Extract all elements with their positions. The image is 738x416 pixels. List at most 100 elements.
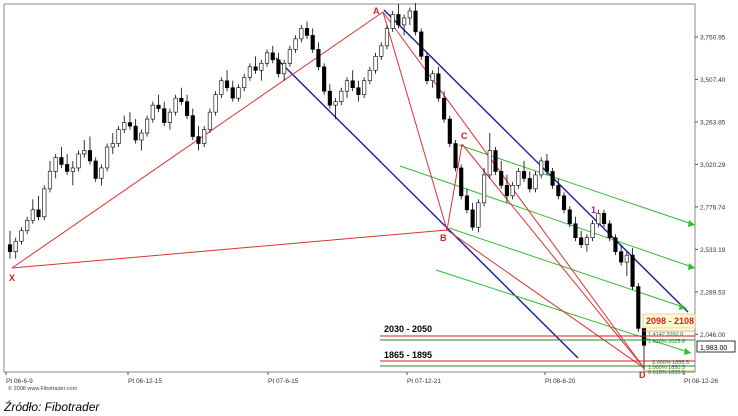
candle-body (464, 195, 470, 211)
candle (344, 77, 350, 99)
candle-body (333, 101, 338, 106)
candle (442, 91, 447, 123)
candle-body (299, 28, 304, 40)
candle-body (167, 111, 172, 123)
candle-body (636, 286, 641, 329)
candle-body (539, 160, 544, 176)
candle-body (202, 129, 207, 144)
candle (270, 45, 275, 64)
last-price-tag: 1,983.00 (696, 340, 736, 353)
candle (87, 136, 93, 165)
candle-body (356, 87, 361, 95)
candle-body (459, 167, 464, 197)
candle-body (282, 62, 287, 75)
candle (356, 80, 361, 102)
candle-body (601, 212, 607, 225)
candle (322, 63, 327, 95)
candle-body (339, 90, 344, 102)
pattern-bd (446, 229, 645, 369)
candle-body (293, 38, 298, 50)
candle-body (367, 69, 372, 82)
candle (70, 160, 75, 186)
candle (544, 153, 549, 175)
candle-body (184, 101, 190, 116)
candle (162, 101, 167, 127)
y-tick-label: 2,046.00 (700, 332, 726, 339)
candle-body (430, 73, 435, 82)
candle-body (224, 80, 230, 89)
candle (624, 251, 629, 277)
pattern-ab (382, 11, 448, 231)
candle (504, 174, 509, 203)
fib-small-label: 1.000% 1850.5 (648, 365, 685, 371)
point-label-b: B (440, 233, 447, 243)
candle (99, 164, 104, 186)
candle (316, 42, 321, 71)
candle-body (436, 73, 441, 99)
candle (453, 140, 458, 172)
last-price-box (696, 340, 736, 353)
candle-body (122, 122, 127, 130)
y-axis-ticks: 2,046.00 2,289.53 2,533.19 2,776.74 3,020.29… (695, 34, 726, 339)
candle (527, 171, 532, 193)
candle (36, 195, 41, 221)
last-price-label: 1,983.00 (700, 345, 727, 352)
candle-body (133, 125, 138, 141)
candle (373, 52, 378, 74)
candle-body (419, 31, 424, 57)
candle-body (87, 150, 93, 162)
candle-body (110, 143, 115, 148)
candle (93, 157, 98, 182)
candle (350, 70, 355, 92)
candle-body (253, 66, 258, 71)
candle (259, 59, 264, 81)
candle (407, 7, 412, 25)
candle (53, 153, 58, 179)
candle-body (59, 157, 64, 165)
zone-label-2098-2108: 2098 - 2108 (646, 316, 694, 326)
candle (230, 80, 235, 102)
x-tick-label: Pt 07-6-15 (268, 378, 299, 385)
x-axis-ticks: Pt 06-6-9 Pt 06-12-15 Pt 07-6-15 Pt 07-12-2… (5, 372, 718, 385)
candle (25, 216, 30, 235)
candle (550, 167, 555, 189)
candle-body (402, 17, 407, 26)
candle-body (162, 108, 167, 123)
candle (42, 185, 47, 221)
candle-body (550, 171, 555, 186)
candle (219, 77, 224, 99)
candle-body (447, 118, 452, 144)
candle-body (99, 167, 104, 179)
point-label-d: D (639, 370, 646, 380)
candle (499, 160, 504, 189)
candle-body (521, 171, 527, 179)
candle (264, 49, 270, 67)
candle-body (487, 150, 492, 176)
candle (436, 66, 441, 102)
candle-body (47, 171, 53, 190)
candle-body (590, 223, 595, 239)
x-tick-label: Pt 06-6-9 (6, 378, 33, 385)
candle (619, 244, 624, 266)
candle (30, 199, 35, 224)
candle-body (219, 80, 224, 95)
candle (196, 126, 201, 151)
candle-body (641, 328, 647, 346)
candle-body (19, 230, 24, 242)
candle (333, 98, 338, 120)
candle (59, 147, 64, 168)
candle (13, 237, 18, 259)
candle-body (145, 118, 150, 134)
zone-2098-2108-box (642, 313, 696, 329)
candle (521, 160, 527, 182)
candle (179, 87, 184, 106)
candle (173, 94, 178, 116)
candle (424, 52, 430, 85)
candle-body (139, 132, 144, 141)
candle (584, 234, 589, 252)
candle-body (276, 59, 281, 75)
candle-body (190, 115, 195, 137)
candle (601, 209, 607, 228)
candle (413, 3, 418, 36)
candle (19, 227, 24, 245)
